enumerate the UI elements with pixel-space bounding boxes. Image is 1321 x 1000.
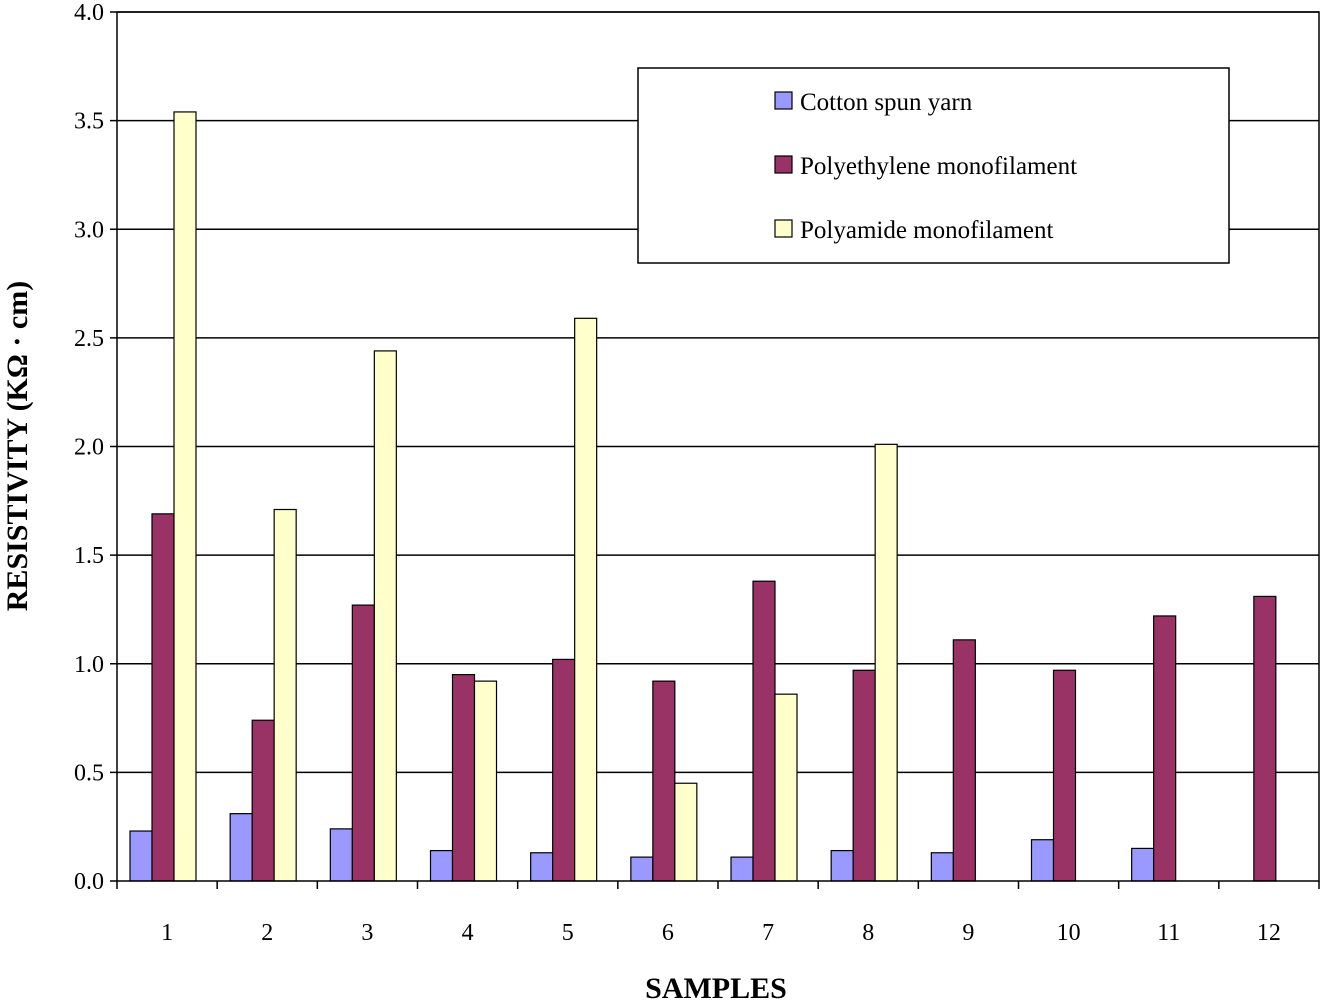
bar-series-2-sample-11 [1153, 615, 1177, 882]
bar-series-2-sample-7 [752, 580, 776, 882]
y-tick-label: 0.5 [74, 760, 104, 786]
x-tick-label: 3 [361, 920, 373, 946]
x-tick-label: 7 [762, 920, 774, 946]
bar-series-2-sample-12 [1253, 595, 1277, 882]
x-tick-label: 2 [261, 920, 273, 946]
bar-series-3-sample-6 [674, 782, 698, 882]
y-tick-label: 0.0 [74, 869, 104, 895]
bar-series-1-sample-9 [930, 852, 954, 882]
legend-box [637, 67, 1230, 264]
y-tick-label: 2.0 [74, 435, 104, 461]
legend: Cotton spun yarn Polyethylene monofilamen… [637, 67, 1230, 264]
bar-series-1-sample-1 [129, 830, 153, 882]
bar-series-3-sample-7 [774, 693, 798, 882]
bar-series-1-sample-6 [630, 856, 654, 882]
legend-label: Polyamide monofilament [800, 217, 1053, 244]
y-axis-title: RESISTIVITY (KΩ · cm) [1, 281, 34, 611]
bar-series-3-sample-4 [473, 680, 498, 882]
bar-series-2-sample-10 [1052, 669, 1077, 882]
y-tick-label: 4.0 [74, 0, 104, 26]
x-tick-label: 1 [161, 920, 173, 946]
x-tick-label: 8 [862, 920, 874, 946]
bar-series-3-sample-5 [574, 317, 598, 882]
tick-labels: 0.00.51.01.52.02.53.03.54.01 2 3 4 5 6 7 8 9 10 11… [74, 0, 1281, 946]
bar-series-2-sample-2 [251, 719, 275, 882]
legend-swatch [774, 155, 793, 174]
bar-series-3-sample-8 [874, 443, 898, 882]
bar-series-2-sample-9 [952, 639, 976, 882]
bar-series-3-sample-2 [273, 508, 297, 882]
bars [129, 111, 1277, 882]
y-tick-label: 3.5 [74, 109, 104, 135]
bar-series-2-sample-5 [552, 658, 576, 882]
x-tick-label: 12 [1257, 920, 1281, 946]
bar-series-1-sample-7 [730, 856, 754, 882]
bar-series-1-sample-2 [229, 813, 253, 882]
legend-swatch [774, 91, 793, 110]
legend-swatch [774, 219, 793, 238]
bar-series-1-sample-10 [1030, 839, 1055, 882]
y-tick-label: 3.0 [74, 217, 104, 243]
bar-series-2-sample-1 [151, 513, 175, 882]
x-tick-label: 11 [1157, 920, 1180, 946]
x-axis-title: SAMPLES [645, 972, 787, 1000]
x-tick-label: 10 [1057, 920, 1081, 946]
x-tick-label: 6 [662, 920, 674, 946]
y-tick-label: 2.5 [74, 326, 104, 352]
bar-series-2-sample-3 [351, 604, 375, 882]
legend-label: Polyethylene monofilament [800, 153, 1077, 180]
axes [110, 11, 1320, 889]
bar-series-3-sample-1 [173, 111, 197, 882]
bar-series-2-sample-6 [652, 680, 676, 882]
y-tick-label: 1.0 [74, 652, 104, 678]
bar-series-1-sample-11 [1131, 847, 1155, 882]
legend-label: Cotton spun yarn [800, 89, 973, 116]
bar-series-2-sample-8 [852, 669, 876, 882]
bar-series-1-sample-3 [329, 828, 353, 882]
bar-series-3-sample-3 [373, 350, 397, 882]
x-tick-label: 5 [562, 920, 574, 946]
bar-series-1-sample-4 [429, 849, 454, 882]
bar-series-2-sample-4 [451, 674, 476, 882]
bar-series-1-sample-8 [830, 849, 854, 882]
x-tick-label: 9 [962, 920, 974, 946]
x-tick-label: 4 [462, 920, 474, 946]
bar-series-1-sample-5 [530, 852, 554, 882]
y-tick-label: 1.5 [74, 543, 104, 569]
